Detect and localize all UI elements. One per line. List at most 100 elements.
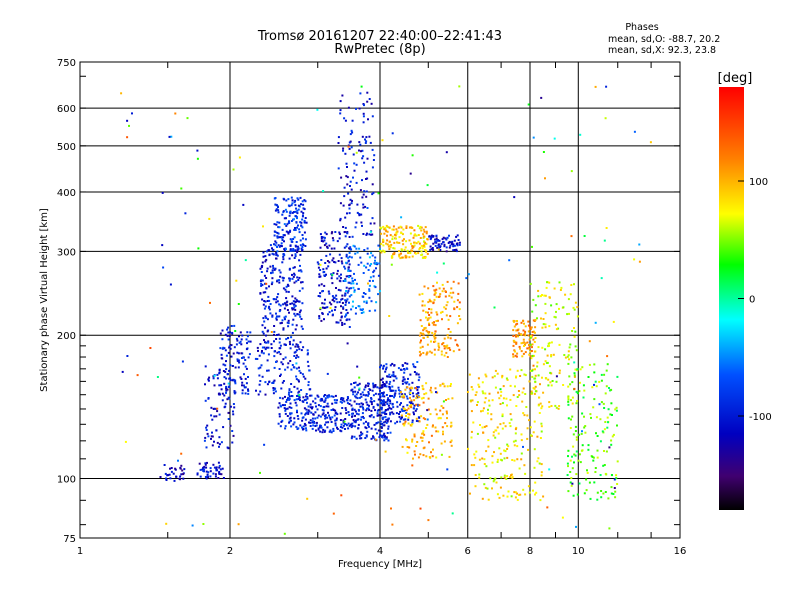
data-point <box>383 424 386 427</box>
data-point <box>257 393 260 396</box>
data-point <box>264 381 267 384</box>
data-point <box>600 490 603 492</box>
data-point <box>512 353 515 356</box>
data-point <box>456 244 459 247</box>
data-point <box>426 319 429 322</box>
data-point <box>380 364 382 367</box>
data-point <box>365 434 368 437</box>
data-point <box>411 438 414 441</box>
data-point <box>357 423 360 426</box>
data-point <box>218 443 221 446</box>
data-point <box>355 107 357 110</box>
data-point <box>300 221 303 224</box>
data-point <box>424 226 427 229</box>
data-point <box>375 261 378 264</box>
data-point <box>380 242 383 245</box>
data-point <box>518 394 521 397</box>
data-point <box>401 256 404 259</box>
data-point <box>527 334 530 337</box>
data-point <box>288 230 291 233</box>
data-point <box>426 351 429 354</box>
data-point <box>443 354 446 357</box>
data-point <box>603 464 606 466</box>
data-point <box>336 413 339 416</box>
data-point <box>520 350 523 353</box>
data-point <box>417 386 420 389</box>
data-point <box>415 445 418 447</box>
data-point <box>224 370 227 373</box>
data-point <box>582 384 585 387</box>
data-point <box>366 247 369 250</box>
data-point <box>339 429 342 432</box>
data-point <box>339 400 342 403</box>
data-point <box>591 386 594 389</box>
data-point <box>432 448 434 451</box>
data-point <box>405 409 408 412</box>
data-point <box>328 301 331 304</box>
data-point <box>350 404 353 407</box>
data-point <box>329 429 332 432</box>
data-point <box>544 302 547 305</box>
data-point <box>530 350 533 352</box>
data-point <box>409 396 411 399</box>
data-point <box>527 448 529 451</box>
data-point <box>429 316 432 319</box>
data-point <box>438 295 441 298</box>
data-point <box>421 247 424 250</box>
data-point <box>276 221 279 224</box>
data-point <box>237 523 240 526</box>
data-point <box>524 334 527 337</box>
data-point <box>331 416 334 419</box>
data-point <box>410 249 413 252</box>
data-point <box>282 253 285 255</box>
data-point <box>365 195 368 198</box>
data-point <box>363 190 366 193</box>
data-point <box>415 372 418 375</box>
data-point <box>179 475 182 478</box>
data-point <box>348 318 351 321</box>
data-point <box>356 397 359 400</box>
data-point <box>283 217 286 220</box>
data-point <box>375 267 377 270</box>
data-point <box>432 334 435 337</box>
data-point <box>330 303 333 306</box>
data-point <box>514 428 517 431</box>
data-point <box>216 410 219 413</box>
data-point <box>290 240 293 243</box>
data-point <box>445 304 448 307</box>
data-point <box>396 230 399 233</box>
data-point <box>456 306 459 309</box>
data-point <box>542 318 545 320</box>
data-point <box>564 293 567 296</box>
data-point <box>332 257 335 260</box>
data-point <box>345 286 348 289</box>
data-point <box>422 244 425 247</box>
data-point <box>363 249 366 251</box>
data-point <box>212 377 215 380</box>
data-point <box>287 319 290 322</box>
data-point <box>336 269 339 272</box>
data-point <box>420 325 423 327</box>
data-point <box>321 431 324 434</box>
data-point <box>569 471 572 473</box>
data-point <box>367 392 370 395</box>
data-point <box>482 407 485 410</box>
data-point <box>363 388 366 391</box>
data-point <box>494 477 497 480</box>
data-point <box>606 363 609 366</box>
data-point <box>403 378 406 381</box>
data-point <box>282 380 285 382</box>
data-point <box>348 251 351 254</box>
data-point <box>319 269 322 271</box>
data-point <box>567 350 570 353</box>
data-point <box>331 273 334 276</box>
data-point <box>374 428 377 431</box>
data-point <box>355 247 358 250</box>
data-point <box>374 385 377 388</box>
data-point <box>224 402 227 405</box>
data-point <box>448 234 450 237</box>
data-point <box>437 243 440 246</box>
data-point <box>266 267 269 270</box>
data-point <box>334 424 337 427</box>
data-point <box>291 254 294 257</box>
